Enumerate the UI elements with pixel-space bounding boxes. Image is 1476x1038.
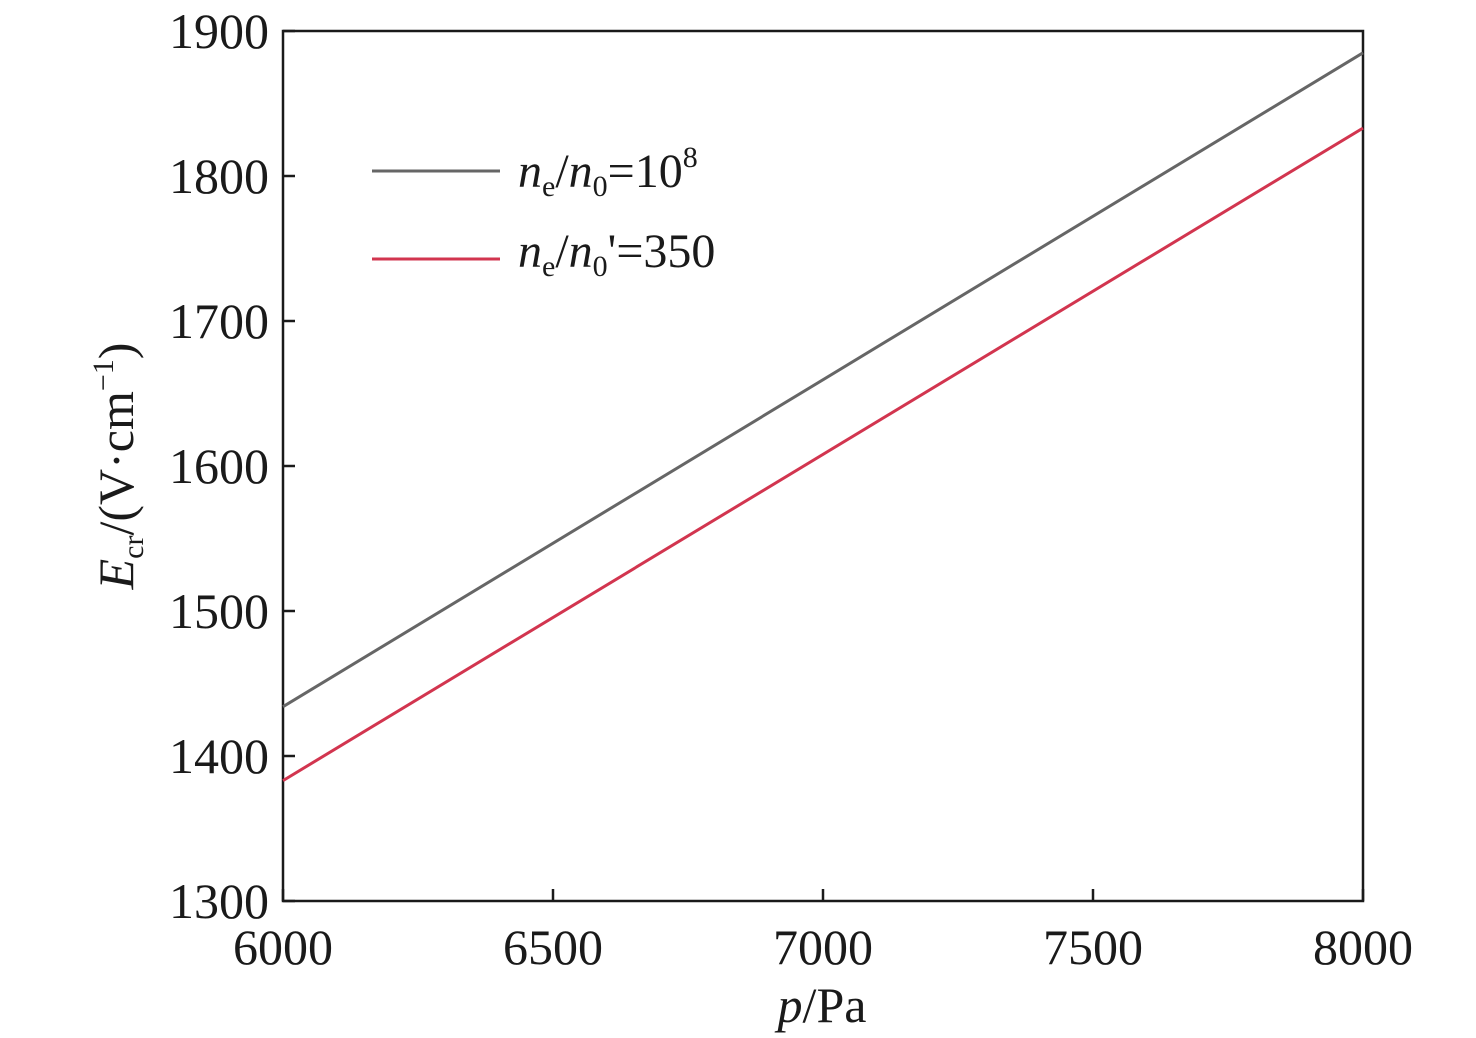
x-tick-label: 6500 [503,919,603,975]
y-tick-label: 1800 [169,148,269,204]
y-tick-label: 1900 [169,3,269,59]
x-tick-label: 8000 [1313,919,1413,975]
x-tick-label: 6000 [233,919,333,975]
legend-label-series-2: ne/n0'=350 [518,225,715,283]
legend-label-series-1: ne/n0=108 [518,141,698,203]
y-axis-title: Ecr/(V·cm−1) [87,343,150,591]
series-line-2 [282,126,1364,782]
x-axis-title: p/Pa [775,977,867,1033]
y-tick-label: 1700 [169,293,269,349]
x-axis-ticks: 6000 6500 7000 7500 8000 [233,889,1413,975]
x-tick-label: 7000 [773,919,873,975]
y-tick-label: 1500 [169,583,269,639]
y-axis-ticks: 1300 1400 1500 1600 1700 1800 1900 [169,3,295,929]
y-tick-label: 1300 [169,873,269,929]
series-line-1 [282,51,1364,708]
x-tick-label: 7500 [1043,919,1143,975]
series-lines [282,51,1364,782]
plot-frame [281,29,1365,903]
y-tick-label: 1400 [169,728,269,784]
y-tick-label: 1600 [169,438,269,494]
legend: ne/n0=108 ne/n0'=350 [372,141,715,283]
